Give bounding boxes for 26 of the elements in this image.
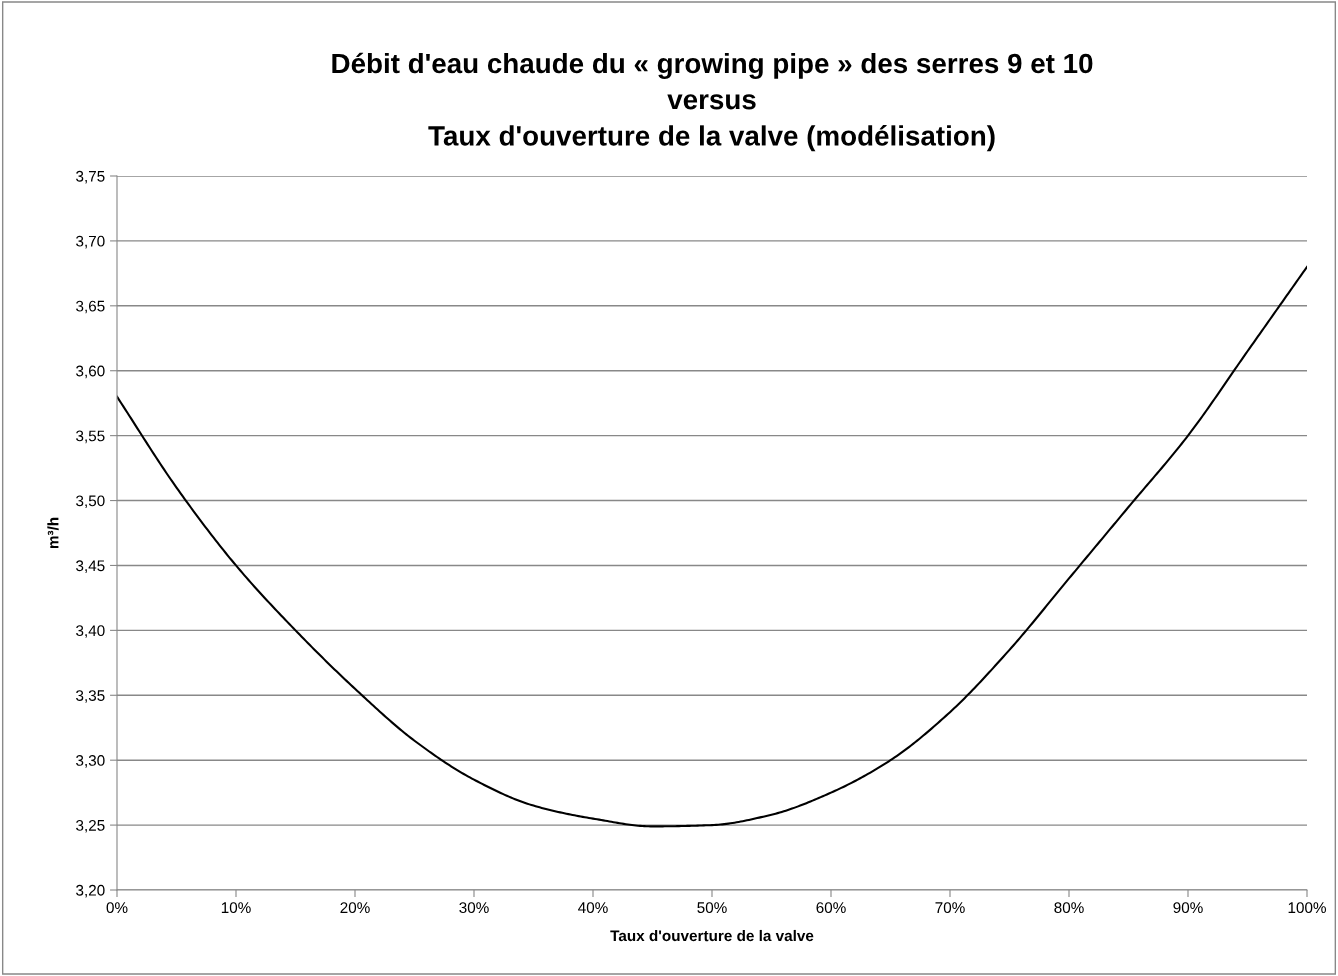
x-tick-label: 50% [697, 902, 727, 914]
y-tick-label: 3,45 [76, 560, 105, 573]
x-tick-label: 100% [1288, 902, 1326, 914]
y-tick-label: 3,75 [76, 170, 105, 184]
y-tick-label: 3,20 [76, 884, 105, 898]
x-tick-label: 60% [816, 902, 846, 914]
x-tick-label: 20% [340, 902, 370, 914]
y-axis-title: m³/h [47, 517, 59, 549]
x-tick-label: 40% [578, 902, 608, 914]
x-tick-label: 30% [459, 902, 489, 914]
x-tick-label: 80% [1054, 902, 1084, 914]
y-tick-label: 3,40 [76, 625, 105, 638]
y-tick-label: 3,35 [76, 690, 105, 703]
y-tick-label: 3,30 [76, 755, 105, 768]
y-tick-label: 3,65 [76, 300, 105, 314]
y-tick-label: 3,60 [76, 365, 105, 379]
y-tick-label: 3,55 [76, 430, 105, 444]
y-tick-label: 3,70 [76, 235, 105, 249]
x-tick-label: 90% [1173, 902, 1203, 914]
x-tick-label: 70% [935, 902, 965, 914]
y-tick-label: 3,50 [76, 495, 105, 509]
y-tick-label: 3,25 [76, 819, 105, 833]
x-tick-label: 10% [221, 902, 251, 914]
x-tick-label: 0% [106, 902, 128, 914]
chart-title: Débit d'eau chaude du « growing pipe » des serres 9 et 10 versus Taux d'ouverture de la valve (modélisation) [332, 52, 1093, 152]
x-axis-title: Taux d'ouverture de la valve [610, 929, 814, 942]
